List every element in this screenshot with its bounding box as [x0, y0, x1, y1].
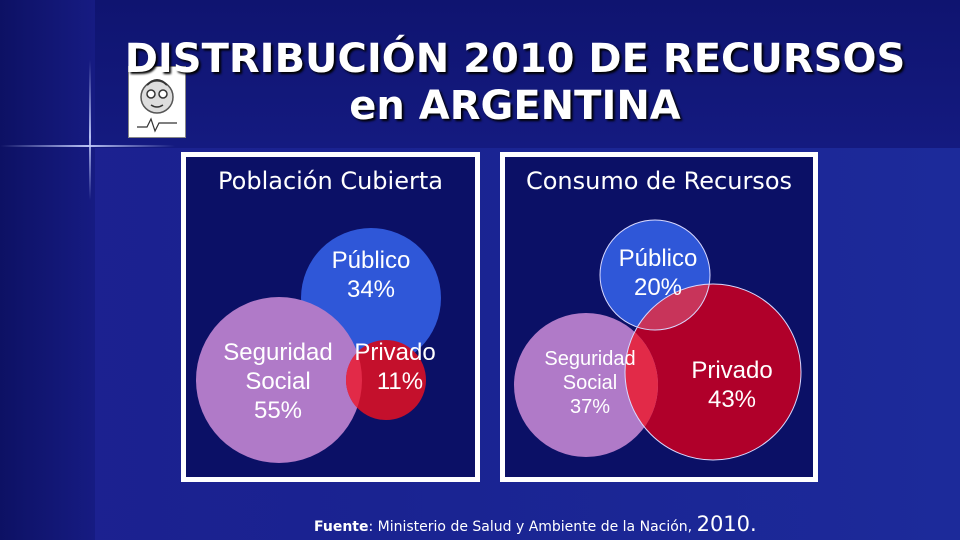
source-text: : Ministerio de Salud y Ambiente de la N…: [368, 519, 697, 535]
publico-value: 20%: [633, 273, 683, 301]
consumption-heading: Consumo de Recursos: [525, 167, 792, 195]
privado-name: Privado: [691, 357, 773, 384]
seguridad-label: Seguridad Social 55%: [208, 339, 348, 425]
decorative-vertical-line: [89, 60, 91, 200]
seguridad-name-line2: Social: [245, 367, 311, 395]
privado-value: 43%: [707, 385, 757, 413]
seguridad-value: 55%: [253, 396, 303, 424]
decorative-horizontal-line: [0, 145, 175, 147]
seguridad-value: 37%: [569, 396, 611, 418]
title-line-2: en ARGENTINA: [349, 83, 681, 129]
privado-value: 11%: [376, 367, 424, 395]
source-footer: Fuente: Ministerio de Salud y Ambiente d…: [314, 512, 757, 536]
publico-name: Público: [618, 245, 698, 272]
publico-name: Público: [331, 247, 411, 274]
title-line-1: DISTRIBUCIÓN 2010 DE RECURSOS: [124, 36, 906, 82]
consumption-panel: Consumo de Recursos Público 20% Segurida…: [500, 152, 818, 482]
consumption-venn: [514, 219, 802, 461]
seguridad-name-line1: Seguridad: [223, 339, 333, 366]
privado-label: Privado 43%: [682, 357, 782, 415]
logo-icon: [128, 66, 186, 138]
coverage-panel: Población Cubierta Público 34% Seguridad…: [181, 152, 480, 482]
source-label: Fuente: [314, 519, 369, 535]
publico-value: 34%: [346, 275, 396, 303]
privado-name: Privado: [354, 339, 436, 366]
left-band: [0, 0, 95, 540]
seguridad-label: Seguridad Social 37%: [535, 347, 645, 419]
privado-circle: [346, 340, 426, 420]
publico-label: Público 34%: [306, 247, 436, 305]
privado-label: Privado 11%: [345, 339, 445, 397]
seguridad-name-line1: Seguridad: [544, 348, 636, 370]
publico-label: Público 20%: [593, 245, 723, 303]
source-year: 2010.: [696, 512, 757, 536]
page-title: DISTRIBUCIÓN 2010 DE RECURSOS en ARGENTI…: [120, 36, 910, 130]
coverage-heading: Población Cubierta: [218, 167, 443, 195]
seguridad-circle: [196, 297, 362, 463]
seguridad-name-line2: Social: [562, 372, 618, 394]
coverage-venn: [196, 228, 441, 463]
seguridad-circle: [514, 313, 658, 457]
